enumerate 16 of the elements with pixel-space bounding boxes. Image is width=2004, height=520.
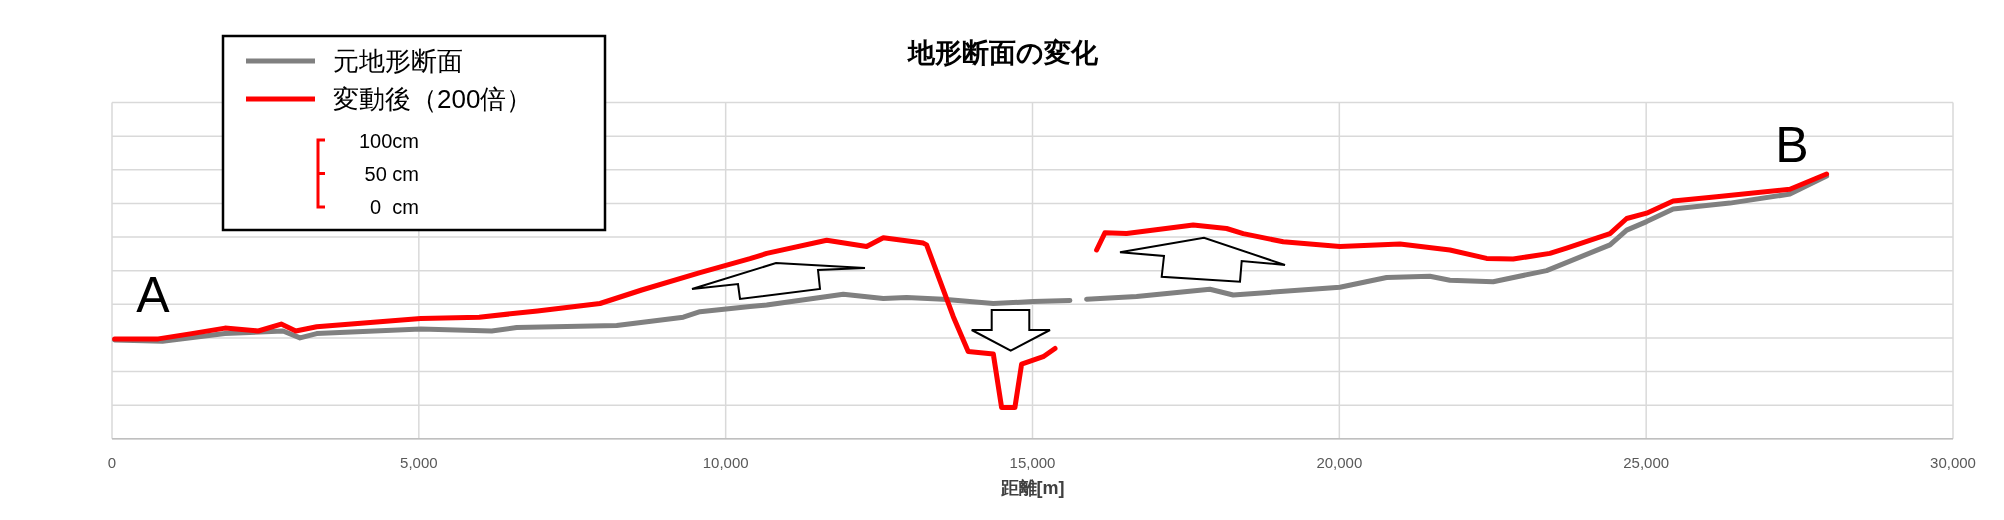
x-tick-label: 5,000 xyxy=(400,454,438,471)
x-axis-title: 距離[m] xyxy=(999,478,1065,498)
text: 100cm xyxy=(358,130,419,152)
legend-label: 変動後（200倍） xyxy=(333,84,533,114)
x-tick-label: 0 xyxy=(107,454,117,471)
text: B xyxy=(1775,117,1809,173)
annotation: 0 cm xyxy=(370,196,419,218)
annotation: 50 cm xyxy=(364,163,419,185)
legend-label: 元地形断面 xyxy=(333,46,463,76)
x-tick-label: 30,000 xyxy=(1930,454,1976,471)
x-tick-label: 10,000 xyxy=(702,454,749,471)
x-tick-label: 20,000 xyxy=(1316,454,1363,471)
x-tick-label: 25,000 xyxy=(1623,454,1670,471)
x-tick-label: 15,000 xyxy=(1009,454,1056,471)
annotation: A xyxy=(136,267,171,323)
chart-title: 地形断面の変化 xyxy=(907,38,1099,68)
